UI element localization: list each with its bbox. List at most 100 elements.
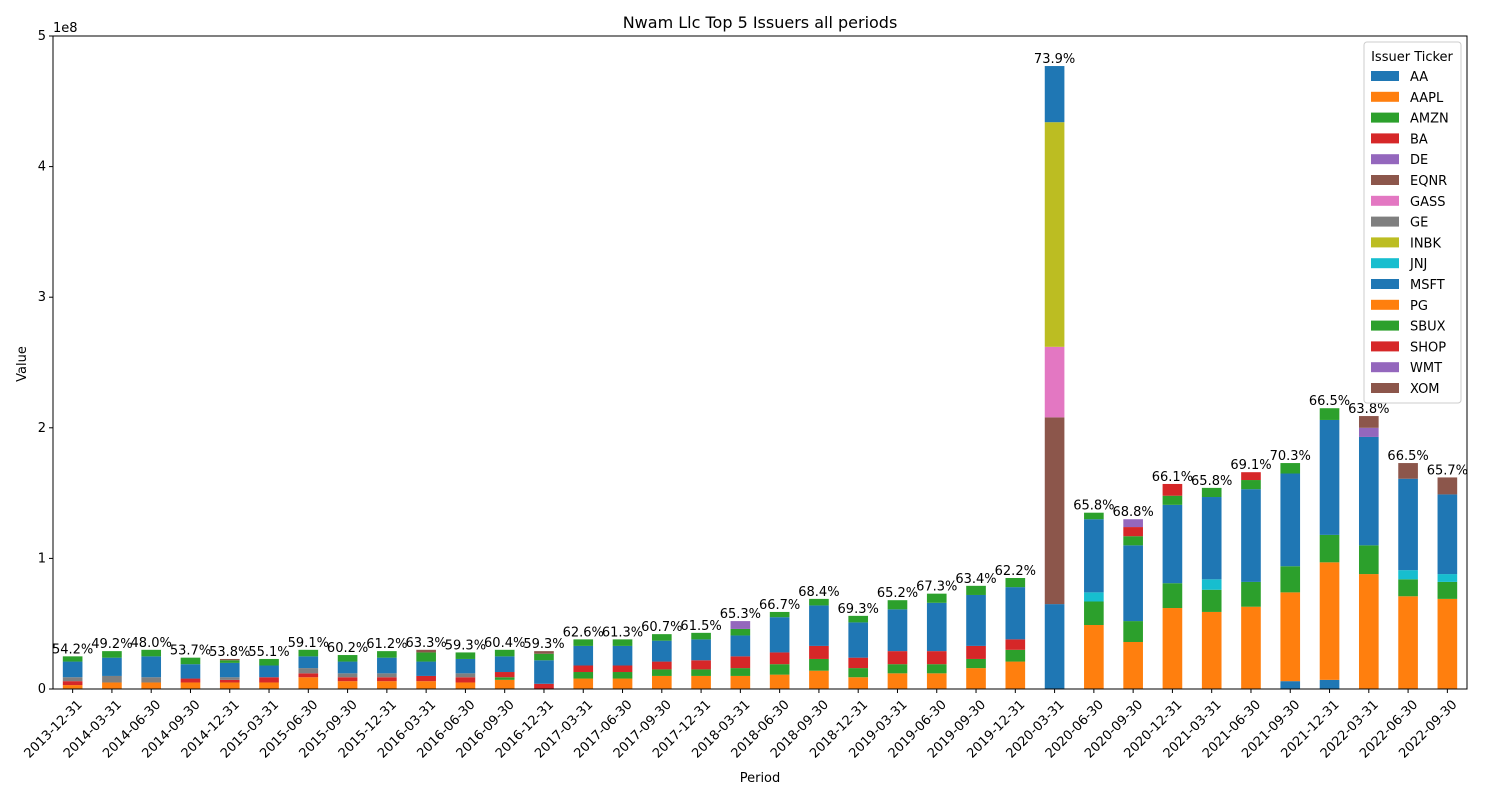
bar-segment [62,656,83,662]
bar-percent-label: 63.8% [1348,402,1389,417]
bar-segment [1162,495,1183,505]
bar-segment [1358,436,1379,546]
bar-percent-label: 65.8% [1073,499,1114,514]
bar-percent-label: 55.1% [248,645,289,660]
bar-segment [926,664,947,674]
bar-segment [573,645,594,666]
bar-segment [219,679,240,683]
bar-segment [651,640,672,662]
bar-segment [612,665,633,673]
bar-segment [62,661,83,678]
y-tick-label: 4 [38,160,46,175]
legend-label: WMT [1410,361,1442,376]
bar-segment [180,682,201,689]
bar-segment [298,649,319,657]
bar-segment [730,621,751,629]
bar-segment [1358,416,1379,428]
bar-segment [926,593,947,603]
bar-segment [1123,536,1143,546]
bar-percent-label: 61.3% [602,625,643,640]
bar-segment [966,658,986,669]
bar-percent-label: 65.8% [1191,474,1232,489]
bar-segment [494,649,515,657]
bar-segment [1241,472,1261,481]
bar-segment [1280,473,1301,567]
bar-segment [1319,408,1340,420]
bar-segment [1044,346,1065,418]
y-axis-label: Value [15,346,30,382]
legend-label: INBK [1410,236,1441,251]
bar-segment [1398,579,1418,597]
legend-label: AA [1410,70,1428,85]
bar-segment [494,672,515,678]
bar-segment [337,681,358,689]
bar-segment [573,639,594,646]
bar-segment [1319,562,1340,680]
bar-segment [769,652,790,665]
bar-percent-label: 59.3% [523,637,564,652]
legend-items: AA AAPL AMZN BA DE EQNR GASS GE INBK JNJ MSFT PG SBU… [1371,70,1449,397]
bar-segment [1005,577,1026,588]
legend-label: BA [1410,132,1428,147]
bar-percent-label: 61.2% [366,637,407,652]
bar-segment [809,598,829,606]
y-tick-label: 1 [38,551,46,566]
bar-segment [612,672,633,679]
bar-segment [887,651,908,665]
bar-segment [1437,581,1458,599]
bar-segment [141,677,162,683]
bar-segment [534,651,554,654]
legend-title: Issuer Ticker [1371,50,1453,65]
legend-swatch [1371,279,1399,289]
bar-percent-label: 65.7% [1427,463,1468,478]
bar-segment [62,681,83,686]
bar-segment [1398,478,1418,571]
bar-percent-label: 66.5% [1309,394,1350,409]
bar-segment [494,656,515,673]
bar-segment [1084,519,1104,593]
bar-percent-label: 60.7% [641,620,682,635]
bar-segment [1319,534,1340,563]
bar-segment [730,656,751,669]
bar-segment [377,651,397,658]
bar-segment [180,657,201,665]
legend-box [1363,41,1462,404]
bar-segment [455,658,476,674]
bar-segment [691,639,711,661]
legend-label: GASS [1410,195,1445,210]
bar-segment [1123,545,1143,622]
bar-segment [691,669,711,676]
bar-segment [1201,497,1222,580]
bar-segment [651,634,672,641]
bar-percent-label: 68.4% [798,585,839,600]
bar-segment [573,665,594,673]
legend-label: SBUX [1410,320,1446,335]
bar-segment [377,681,397,689]
chart-title: Nwam Llc Top 5 Issuers all periods [623,13,898,32]
bar-percent-label: 73.9% [1034,52,1075,67]
legend-swatch [1371,133,1399,144]
bar-segment [1241,606,1261,689]
bar-percent-label: 48.0% [131,636,172,651]
bar-segment [926,651,947,665]
bar-percent-label: 67.3% [916,580,957,595]
legend-swatch [1371,175,1399,185]
bar-segment [1123,527,1143,537]
bar-segment [1044,122,1065,347]
bar-segment [848,657,869,669]
legend-swatch [1371,362,1399,373]
bar-percent-label: 62.6% [563,625,604,640]
bar-segment [141,649,162,657]
bar-segment [1437,494,1458,575]
bar-segment [259,677,279,683]
bar-segment [1437,574,1458,582]
bar-segment [1241,480,1261,490]
bar-percent-label: 54.2% [52,642,93,657]
bar-segment [259,682,279,689]
bar-segment [1005,661,1026,689]
bar-percent-label: 62.2% [995,564,1036,579]
bar-segment [259,665,279,678]
legend: Issuer Ticker AA AAPL AMZN BA DE EQNR GASS GE IN… [1363,41,1462,404]
legend-label: AAPL [1410,91,1444,106]
bar-percent-label: 66.1% [1152,470,1193,485]
